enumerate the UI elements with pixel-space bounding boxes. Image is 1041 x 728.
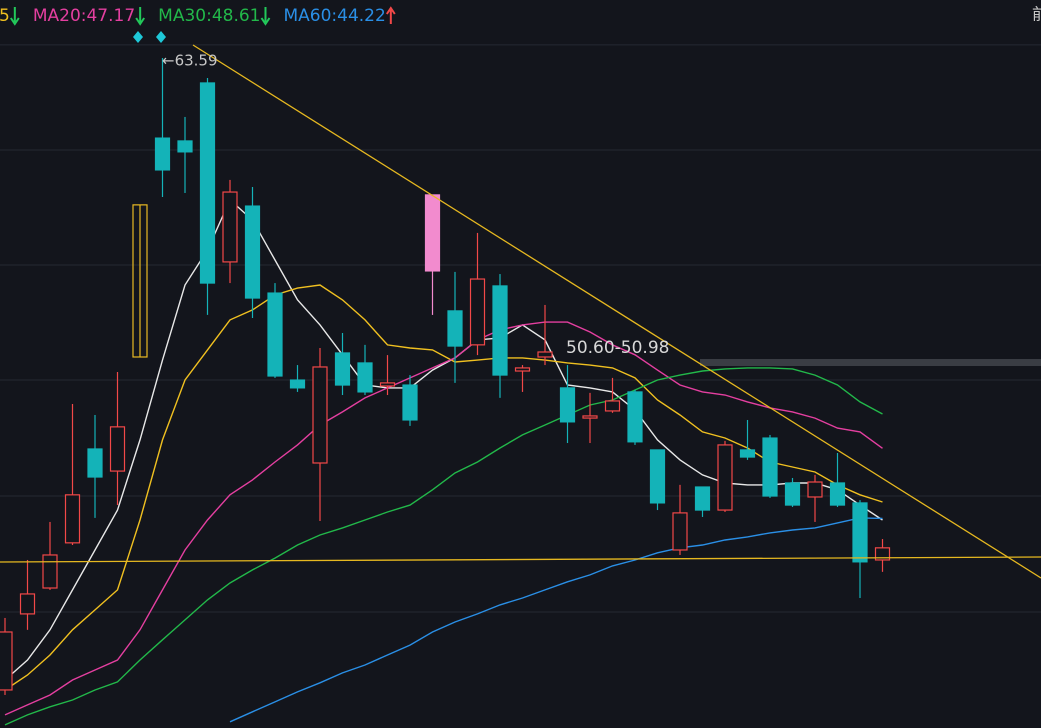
candle-body: [469, 278, 486, 346]
candle-body: [852, 502, 868, 563]
candle-body: [604, 400, 621, 412]
candle-body: [109, 426, 126, 472]
candle-body: [244, 205, 261, 299]
candles: [0, 57, 891, 695]
candle-body: [87, 448, 103, 478]
candle-body: [807, 481, 823, 498]
zone-annotation: 50.60-50.98: [566, 338, 669, 358]
corner-text: 前: [1032, 5, 1041, 24]
signal-markers: [133, 31, 166, 43]
candle-body: [177, 140, 193, 153]
ma-line: [229, 517, 883, 723]
candle-body: [379, 382, 396, 387]
candle-body: [784, 482, 801, 506]
candle-body: [672, 512, 688, 551]
candle-body: [289, 379, 306, 389]
legend-arrow: [9, 7, 20, 26]
legend: 5 MA20:47.17 MA30:48.61 MA60:44.22: [0, 6, 396, 26]
candle-body: [424, 194, 441, 272]
ma-lines: [4, 198, 883, 726]
candle-body: [694, 486, 711, 511]
candle-body: [222, 191, 238, 263]
candle-body: [627, 391, 643, 443]
candle-body: [762, 437, 778, 497]
ma-line: [4, 284, 883, 691]
candle-body: [312, 366, 328, 464]
candle-body: [739, 449, 756, 458]
legend-arrow: [385, 6, 396, 24]
high-annotation: ←63.59: [162, 52, 218, 70]
candle-body: [154, 137, 171, 171]
legend-arrow: [135, 7, 145, 26]
candle-body: [559, 387, 576, 423]
legend-text: MA60:44.22: [283, 6, 385, 26]
ma-line: [4, 321, 883, 716]
candle-body: [19, 593, 36, 615]
candle-body: [514, 367, 531, 372]
candle-body: [42, 554, 58, 589]
candle-body: [447, 310, 463, 347]
ma-line: [4, 198, 883, 681]
candle-body: [582, 415, 598, 419]
candle-body: [402, 384, 418, 421]
candle-body: [492, 285, 508, 376]
candle-body: [649, 449, 666, 504]
price-zone-band: [700, 359, 1041, 366]
legend-text: MA20:47.17: [33, 6, 135, 26]
candle-body: [537, 351, 553, 358]
legend-text: MA30:48.61: [158, 6, 260, 26]
legend-text: 5: [0, 6, 10, 26]
candle-body: [357, 362, 373, 393]
trend-line: [192, 44, 1041, 579]
legend-arrow: [260, 7, 271, 26]
candle-body: [199, 82, 216, 284]
candle-body: [334, 352, 351, 386]
candle-body: [829, 482, 846, 506]
candle-body: [0, 631, 13, 691]
support-line: [0, 556, 1041, 563]
candle-body: [132, 204, 148, 358]
candle-body: [64, 494, 81, 544]
candle-body: [717, 444, 733, 511]
candle-body: [267, 292, 283, 377]
candle-body: [874, 547, 891, 561]
grid: [0, 44, 1041, 613]
ma-line: [4, 367, 883, 726]
